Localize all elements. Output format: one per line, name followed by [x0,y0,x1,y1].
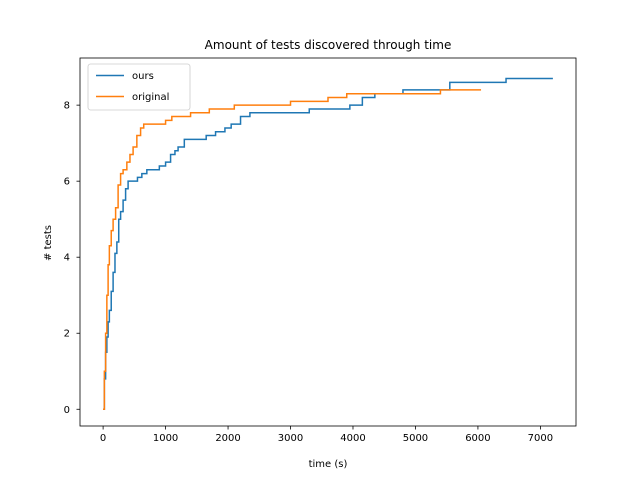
y-tick-label: 2 [64,329,70,340]
axes-frame [79,57,577,427]
series-line-original [103,89,482,411]
y-tick-label: 4 [64,253,70,264]
y-tick-label: 8 [64,101,70,112]
x-tick-label: 2000 [215,433,240,444]
x-tick-label: 3000 [278,433,303,444]
series-line-ours [103,77,553,411]
chart-title: Amount of tests discovered through time [205,38,452,52]
plot-area [80,58,576,426]
legend: ours original [87,63,191,111]
legend-label-ours: ours [132,71,154,82]
plot-background [80,58,576,426]
legend-label-original: original [132,92,169,103]
x-tick-label: 6000 [465,433,490,444]
x-tick-label: 4000 [340,433,365,444]
x-tick-label: 0 [100,433,106,444]
series-lines [103,77,553,411]
x-tick-label: 7000 [528,433,553,444]
x-tick-label: 1000 [153,433,178,444]
x-tick-label: 5000 [403,433,428,444]
y-tick-label: 6 [64,177,70,188]
y-tick-label: 0 [64,405,70,416]
y-axis-label: # tests [43,225,54,261]
x-axis-label: time (s) [309,459,348,470]
axes: 0 1000 2000 3000 4000 5000 6000 7000 0 2 4 6 8 [64,57,577,444]
